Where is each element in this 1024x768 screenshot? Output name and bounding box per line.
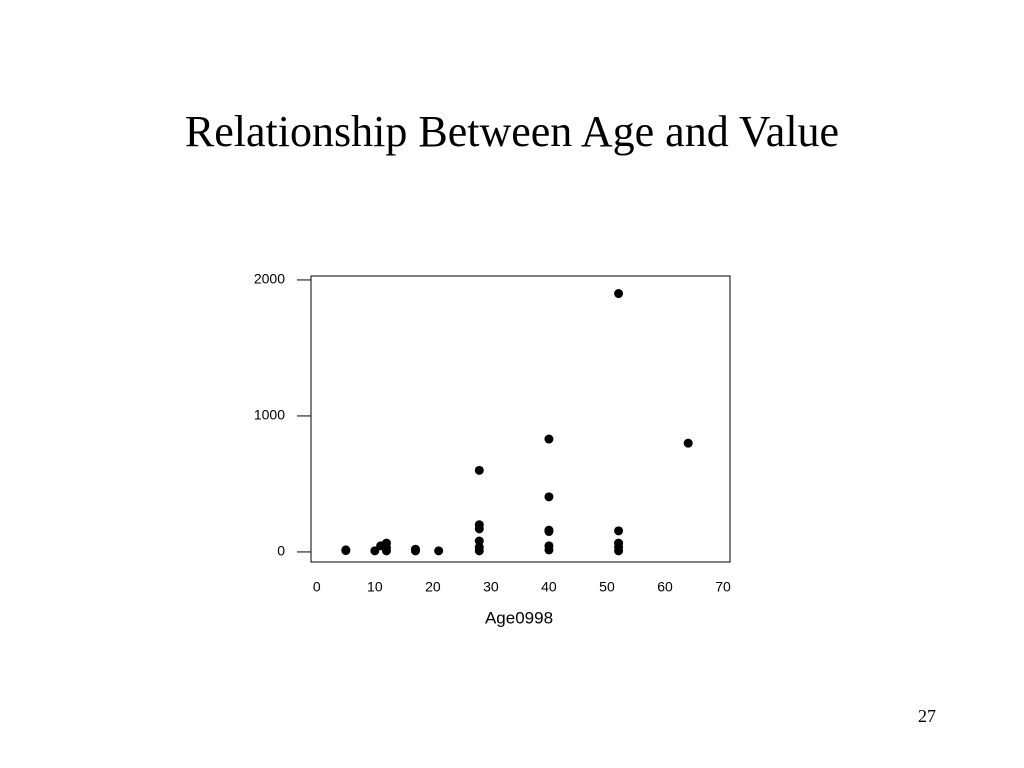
point — [614, 526, 624, 536]
point — [381, 546, 391, 556]
x-tick-label: 60 — [657, 579, 673, 595]
point — [614, 546, 624, 556]
x-tick-label: 40 — [541, 579, 557, 595]
y-tick-label: 0 — [277, 543, 285, 559]
x-tick-label: 70 — [715, 579, 731, 595]
point — [544, 492, 554, 502]
point — [544, 545, 554, 555]
x-tick-label: 0 — [313, 579, 321, 595]
x-tick-label: 50 — [599, 579, 615, 595]
y-tick-label: 1000 — [254, 407, 285, 423]
point — [434, 546, 444, 556]
page-number: 27 — [918, 706, 936, 726]
point — [544, 527, 554, 537]
point — [474, 524, 484, 534]
point — [614, 289, 624, 299]
point — [474, 465, 484, 475]
x-axis-label: Age0998 — [485, 608, 553, 627]
slide-title: Relationship Between Age and Value — [185, 107, 839, 156]
point — [341, 546, 351, 556]
point — [410, 546, 420, 556]
point — [474, 546, 484, 556]
y-tick-label: 2000 — [254, 271, 285, 287]
point — [683, 438, 693, 448]
x-tick-label: 30 — [483, 579, 499, 595]
x-tick-label: 10 — [367, 579, 383, 595]
point — [370, 546, 380, 556]
point — [544, 434, 554, 444]
plot-frame — [310, 275, 731, 563]
x-tick-label: 20 — [425, 579, 441, 595]
